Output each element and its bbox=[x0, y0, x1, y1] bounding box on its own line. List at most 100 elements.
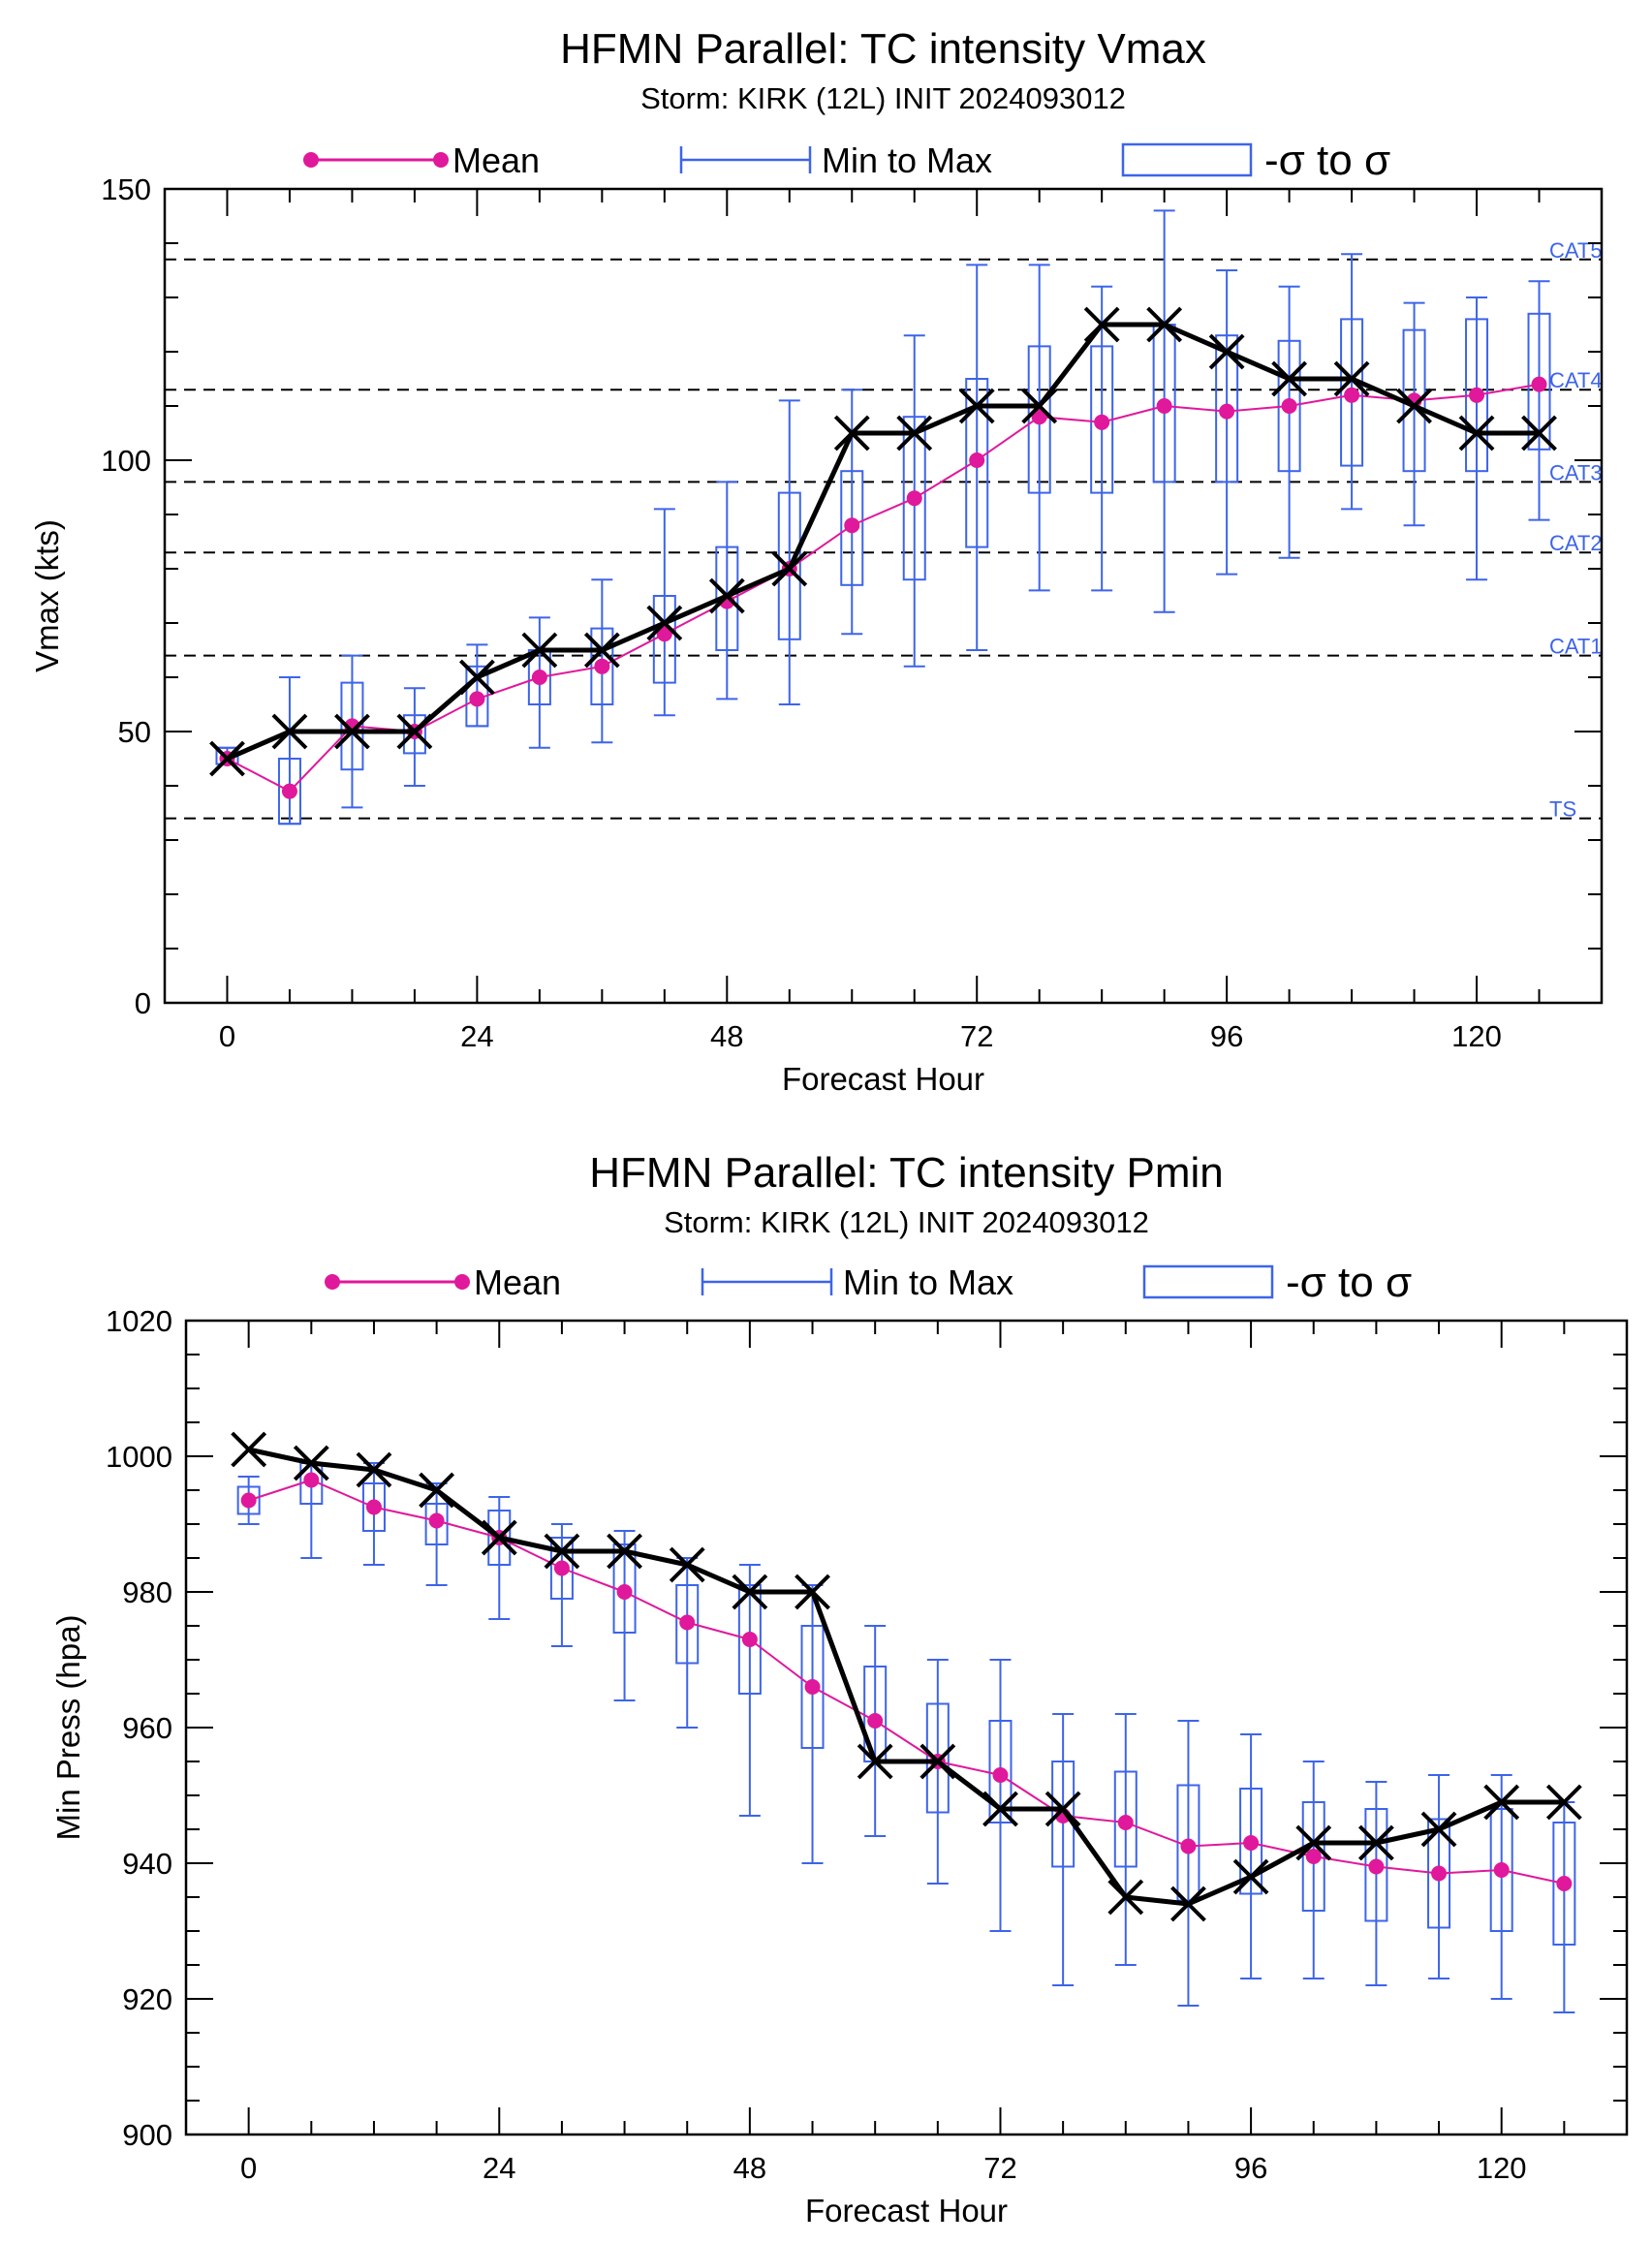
sigma-box bbox=[361, 1482, 386, 1532]
mean-point bbox=[428, 1512, 445, 1529]
sigma-box bbox=[1113, 1770, 1138, 1868]
legend: Mean Min to Max -σ to σ bbox=[303, 137, 1390, 184]
obs-point bbox=[857, 1743, 893, 1780]
sigma-box bbox=[1239, 1788, 1263, 1895]
obs-point bbox=[795, 1574, 830, 1610]
legend-mean-marker bbox=[303, 152, 319, 168]
mean-line bbox=[227, 383, 1540, 793]
obs-point-stroke bbox=[458, 659, 495, 696]
obs-point bbox=[1170, 1886, 1206, 1922]
sigma-box bbox=[675, 1584, 700, 1665]
mean-point bbox=[469, 691, 485, 707]
obs-point-stroke bbox=[209, 740, 245, 777]
obs-point bbox=[396, 713, 433, 750]
reference-line-label: CAT2 bbox=[1549, 531, 1603, 555]
obs-point-stroke bbox=[1146, 306, 1183, 343]
reference-line-label: CAT5 bbox=[1549, 238, 1603, 263]
sigma-box bbox=[737, 1584, 762, 1695]
obs-point-stroke bbox=[1483, 1784, 1520, 1821]
obs-point bbox=[771, 550, 808, 587]
plot-frame bbox=[184, 1319, 1629, 2136]
obs-point bbox=[1232, 1858, 1269, 1895]
obs-point-stroke bbox=[607, 1533, 642, 1570]
chart-title: HFMN Parallel: TC intensity Pmin bbox=[589, 1149, 1223, 1197]
sigma-box bbox=[277, 758, 301, 826]
obs-point-stroke bbox=[1271, 360, 1308, 397]
obs-point bbox=[521, 632, 558, 669]
obs-point-stroke bbox=[1458, 415, 1495, 452]
obs-point bbox=[1083, 306, 1120, 343]
obs-point bbox=[271, 713, 308, 750]
mean-point bbox=[804, 1679, 821, 1695]
mean-point bbox=[1556, 1876, 1573, 1891]
obs-point bbox=[1458, 415, 1495, 452]
obs-point-stroke bbox=[1295, 1824, 1332, 1861]
mean-point bbox=[1219, 403, 1235, 420]
obs-line bbox=[248, 1447, 1565, 1907]
y-axis-label: Vmax (kts) bbox=[29, 519, 65, 672]
x-tick-label: 72 bbox=[960, 1019, 993, 1053]
sigma-box bbox=[1051, 1761, 1075, 1868]
x-tick-label: 96 bbox=[1210, 1019, 1243, 1053]
sigma-box bbox=[1301, 1801, 1325, 1912]
mean-point bbox=[1156, 398, 1172, 414]
obs-point bbox=[1044, 1791, 1081, 1827]
sigma-box bbox=[590, 627, 614, 705]
y-tick-label: 50 bbox=[118, 715, 151, 749]
x-tick-label: 0 bbox=[219, 1019, 235, 1053]
y-tick-label: 150 bbox=[101, 172, 151, 206]
mean-point bbox=[969, 452, 985, 468]
mean-point bbox=[594, 658, 610, 674]
mean-point bbox=[1094, 414, 1110, 430]
mean-point bbox=[1281, 398, 1297, 414]
legend-mean-label: Mean bbox=[474, 1262, 561, 1302]
obs-point-stroke bbox=[1521, 415, 1557, 452]
obs-point bbox=[1396, 388, 1432, 424]
obs-point-stroke bbox=[1545, 1784, 1582, 1821]
sigma-box bbox=[777, 491, 801, 640]
obs-point-stroke bbox=[419, 1472, 455, 1509]
obs-point-stroke bbox=[920, 1743, 956, 1780]
y-tick-label: 0 bbox=[135, 986, 151, 1020]
obs-point-stroke bbox=[293, 1445, 329, 1481]
obs-point-stroke bbox=[1333, 360, 1370, 397]
reference-line-label: CAT3 bbox=[1549, 460, 1603, 484]
mean-point bbox=[531, 670, 547, 685]
legend-sigma-label: -σ to σ bbox=[1286, 1259, 1412, 1306]
x-tick-label: 96 bbox=[1234, 2151, 1267, 2185]
legend-sigma-label: -σ to σ bbox=[1264, 137, 1390, 184]
obs-point bbox=[1146, 306, 1183, 343]
obs-point bbox=[607, 1533, 642, 1570]
obs-point bbox=[1271, 360, 1308, 397]
mean-point bbox=[365, 1499, 382, 1515]
mean-point bbox=[281, 783, 297, 799]
legend-mean-marker bbox=[433, 152, 449, 168]
x-tick-label: 120 bbox=[1477, 2151, 1527, 2185]
obs-point-stroke bbox=[271, 713, 308, 750]
mean-point bbox=[303, 1472, 320, 1488]
obs-point-stroke bbox=[1357, 1824, 1394, 1861]
legend-sigma-box bbox=[1121, 142, 1253, 177]
mean-point bbox=[1180, 1838, 1197, 1854]
obs-point-stroke bbox=[1396, 388, 1432, 424]
sigma-box bbox=[800, 1625, 825, 1749]
sigma-box bbox=[236, 1485, 261, 1515]
chart-subtitle: Storm: KIRK (12L) INIT 2024093012 bbox=[664, 1205, 1149, 1239]
obs-point-stroke bbox=[771, 550, 808, 587]
obs-point-stroke bbox=[1170, 1886, 1206, 1922]
x-tick-label: 24 bbox=[483, 2151, 515, 2185]
legend-minmax-label: Min to Max bbox=[843, 1262, 1013, 1302]
x-axis-label: Forecast Hour bbox=[805, 2193, 1008, 2228]
obs-point bbox=[583, 632, 620, 669]
obs-point bbox=[1521, 415, 1557, 452]
mean-point bbox=[656, 626, 672, 642]
mean-point bbox=[1531, 376, 1547, 392]
obs-point-stroke bbox=[1208, 333, 1245, 370]
mean-point bbox=[844, 517, 860, 534]
y-tick-label: 940 bbox=[122, 1847, 172, 1881]
mean-point bbox=[1368, 1858, 1385, 1875]
obs-point-stroke bbox=[669, 1546, 705, 1583]
obs-point-stroke bbox=[833, 415, 870, 452]
y-tick-label: 960 bbox=[122, 1711, 172, 1745]
